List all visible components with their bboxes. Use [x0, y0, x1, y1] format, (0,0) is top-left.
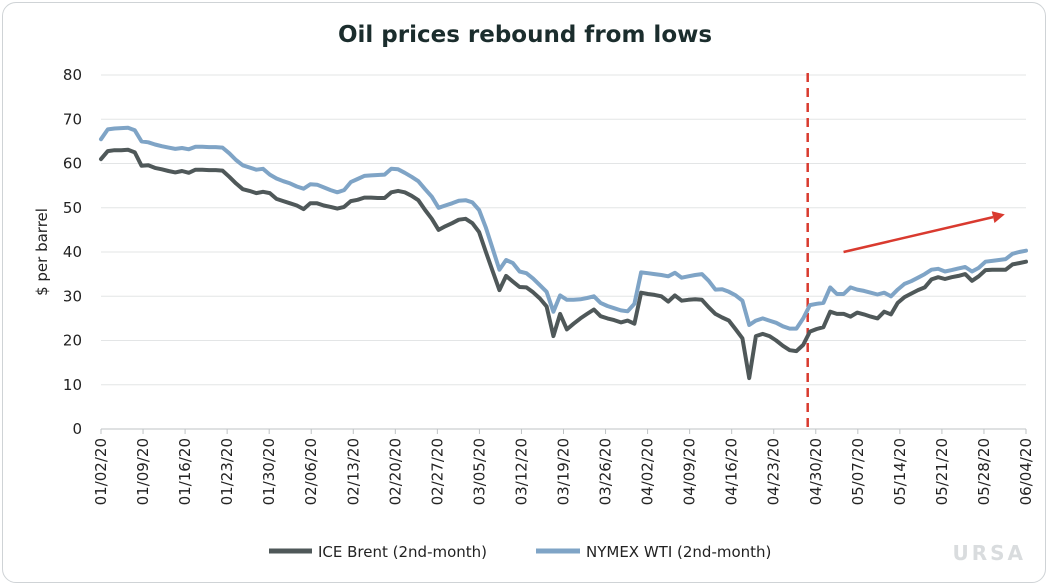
x-tick-label: 04/16/20	[723, 438, 741, 505]
annotations	[806, 73, 1005, 429]
x-tick-label: 04/09/20	[681, 438, 699, 505]
x-tick-label: 01/16/20	[176, 438, 194, 505]
grid-lines	[101, 74, 1026, 430]
x-tick-label: 05/21/20	[933, 438, 951, 505]
x-tick-label: 04/02/20	[639, 438, 657, 505]
x-tick-label: 05/07/20	[849, 438, 867, 505]
y-tick-label: 30	[63, 287, 82, 305]
legend-label-wti: NYMEX WTI (2nd-month)	[586, 543, 771, 561]
series-line-brent	[99, 147, 1028, 381]
x-tick-label: 01/02/20	[92, 438, 110, 505]
legend-label-brent: ICE Brent (2nd-month)	[318, 543, 487, 561]
trend-arrow-shaft	[843, 215, 994, 254]
x-tick-label: 01/09/20	[134, 438, 152, 505]
x-tick-label: 03/12/20	[512, 438, 530, 505]
legend: ICE Brent (2nd-month) NYMEX WTI (2nd-mon…	[269, 543, 771, 561]
x-tick-label: 04/23/20	[765, 438, 783, 505]
y-tick-label: 0	[72, 420, 82, 438]
watermark: URSA	[952, 541, 1026, 565]
y-tick-label: 20	[63, 332, 82, 350]
x-tick-label: 05/14/20	[891, 438, 909, 505]
y-tick-label: 70	[63, 110, 82, 128]
x-tick-label: 03/26/20	[597, 438, 615, 505]
x-tick-labels: 01/02/20 01/09/20 01/16/20 01/23/20 01/30/20…	[92, 429, 1035, 505]
x-tick-label: 02/13/20	[344, 438, 362, 505]
x-tick-label: 02/06/20	[302, 438, 320, 505]
y-tick-label: 80	[63, 66, 82, 84]
x-tick-label: 06/04/20	[1017, 438, 1035, 505]
y-tick-label: 60	[63, 155, 82, 173]
x-tick-label: 05/28/20	[975, 438, 993, 505]
x-tick-label: 01/23/20	[218, 438, 236, 505]
trend-arrow-head	[991, 211, 1005, 223]
series-line-wti	[99, 125, 1028, 331]
x-tick-label: 03/05/20	[470, 438, 488, 505]
y-tick-label: 10	[63, 376, 82, 394]
x-tick-label: 03/19/20	[555, 438, 573, 505]
x-tick-label: 04/30/20	[807, 438, 825, 505]
x-tick-label: 02/27/20	[428, 438, 446, 505]
y-axis-label: $ per barrel	[33, 208, 51, 296]
x-tick-label: 02/20/20	[386, 438, 404, 505]
x-tick-label: 01/30/20	[260, 438, 278, 505]
chart-title: Oil prices rebound from lows	[338, 22, 712, 48]
y-tick-label: 50	[63, 199, 82, 217]
y-tick-label: 40	[63, 243, 82, 261]
y-tick-labels: 0 10 20 30 40 50 60 70 80	[63, 66, 82, 438]
series-lines	[99, 125, 1028, 381]
